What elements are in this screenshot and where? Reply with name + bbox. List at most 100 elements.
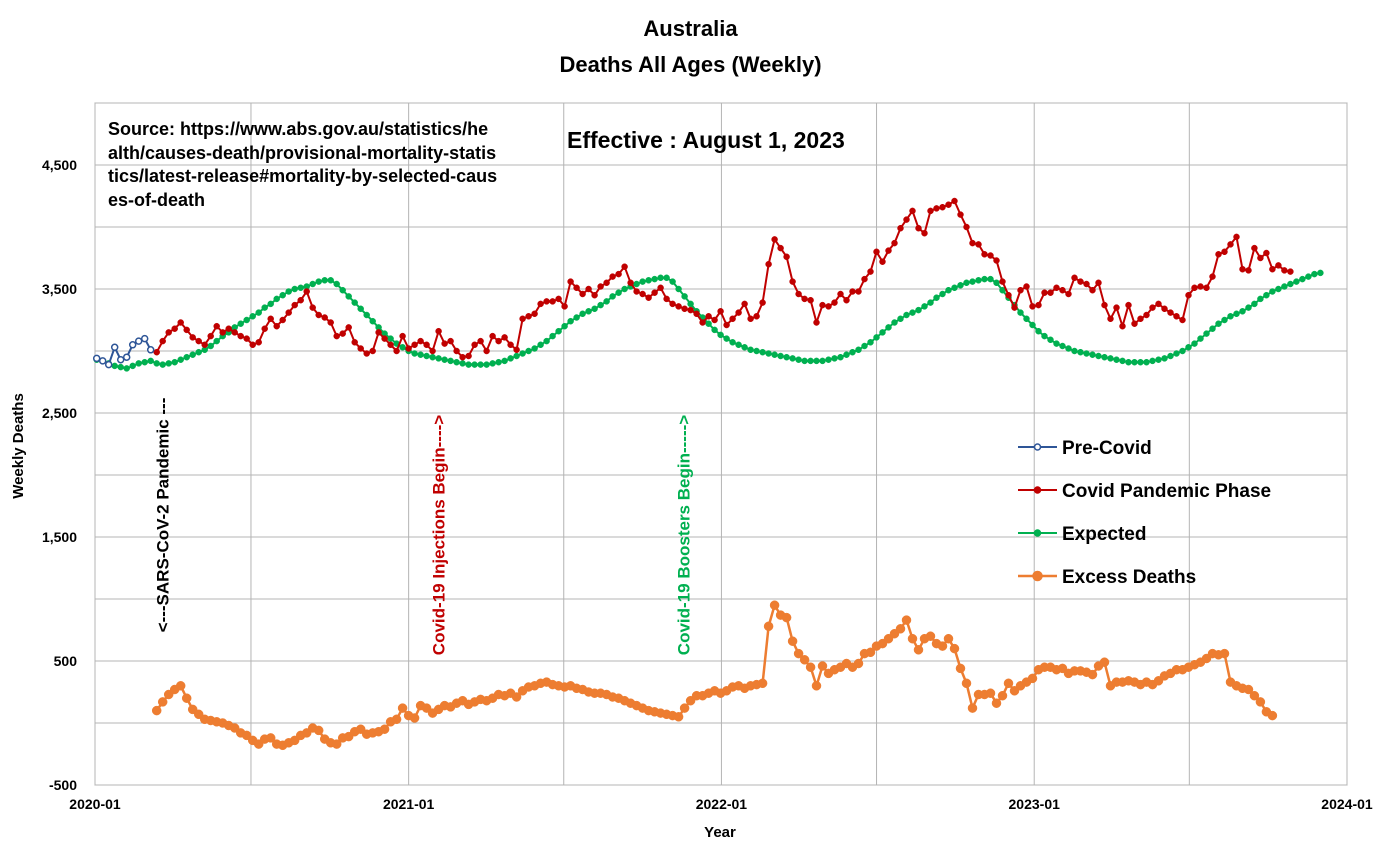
data-point (219, 329, 226, 336)
data-point (1113, 356, 1120, 363)
data-point (621, 285, 628, 293)
data-point (243, 335, 250, 342)
data-point (273, 295, 280, 303)
data-point (465, 361, 472, 368)
legend-swatch-marker (1033, 486, 1042, 494)
data-point (1243, 684, 1254, 695)
data-point (961, 678, 972, 689)
data-point (507, 355, 514, 362)
data-point (146, 346, 155, 354)
data-point (513, 352, 520, 360)
data-point (1173, 350, 1180, 357)
data-point (1059, 286, 1066, 294)
data-point (1179, 316, 1186, 324)
data-point (255, 309, 262, 316)
data-point (435, 327, 442, 335)
data-point (1191, 340, 1198, 347)
data-point (897, 315, 904, 323)
data-point (297, 296, 304, 304)
data-point (1041, 289, 1048, 296)
data-point (777, 352, 784, 360)
data-point (639, 278, 646, 285)
data-point (921, 229, 928, 237)
data-point (1287, 268, 1294, 275)
legend: Pre-Covid Covid Pandemic Phase Expected Exc… (1018, 438, 1271, 588)
data-point (255, 339, 262, 346)
data-point (1083, 280, 1090, 288)
data-point (1209, 325, 1216, 332)
data-point (1281, 267, 1288, 274)
data-point (831, 355, 838, 362)
source-note: Source: https://www.abs.gov.au/statistic… (108, 119, 498, 210)
data-point (543, 337, 550, 345)
y-axis-title: Weekly Deaths (10, 393, 27, 499)
data-point (1143, 311, 1150, 319)
data-point (1215, 251, 1222, 258)
data-point (1131, 358, 1138, 366)
annotation-layer: <---SARS-CoV-2 Pandemic --- Covid-19 Inje… (154, 398, 694, 656)
data-point (945, 201, 952, 208)
data-point (591, 291, 598, 299)
data-point (837, 290, 844, 298)
data-point (153, 348, 160, 356)
data-point (915, 224, 922, 232)
data-point (609, 293, 616, 300)
data-point (597, 301, 604, 309)
data-point (609, 273, 616, 280)
data-point (985, 688, 996, 698)
data-point (165, 329, 172, 336)
data-point (933, 294, 940, 301)
data-point (501, 357, 508, 365)
data-point (1185, 344, 1192, 351)
data-point (465, 352, 472, 360)
data-point (519, 350, 526, 357)
data-point (591, 305, 598, 313)
data-point (805, 662, 816, 672)
data-point (765, 260, 772, 268)
data-point (735, 341, 742, 349)
data-point (303, 288, 310, 295)
data-point (975, 277, 982, 284)
data-point (1149, 304, 1156, 311)
data-point (787, 636, 798, 646)
data-point (363, 311, 370, 319)
data-point (453, 358, 460, 366)
data-point (1281, 283, 1288, 290)
y-tick-label: -500 (49, 777, 77, 793)
data-point (195, 348, 202, 356)
legend-label: Pre-Covid (1062, 438, 1152, 459)
data-point (489, 360, 496, 367)
data-point (1011, 304, 1018, 311)
data-point (1239, 265, 1246, 273)
data-point (681, 293, 688, 300)
data-point (717, 308, 724, 315)
series-pre-covid (92, 334, 155, 369)
data-point (1257, 254, 1264, 262)
data-point (901, 615, 912, 625)
data-point (513, 346, 520, 354)
data-point (309, 304, 316, 311)
data-point (213, 337, 220, 345)
data-point (759, 299, 766, 306)
data-point (1143, 358, 1150, 366)
data-point (477, 361, 484, 368)
data-point (441, 340, 448, 347)
data-point (1167, 309, 1174, 316)
legend-label: Expected (1062, 524, 1146, 545)
data-point (327, 319, 334, 326)
data-point (903, 216, 910, 223)
data-point (957, 282, 964, 289)
data-point (183, 326, 190, 334)
data-point (331, 739, 342, 749)
data-point (261, 304, 268, 311)
data-point (853, 658, 864, 669)
data-point (939, 290, 946, 298)
data-point (1173, 313, 1180, 320)
data-point (447, 337, 454, 345)
data-point (279, 291, 286, 299)
data-point (1125, 358, 1132, 366)
data-point (867, 268, 874, 275)
data-point (771, 351, 778, 358)
data-point (1293, 278, 1300, 285)
data-point (627, 279, 634, 287)
